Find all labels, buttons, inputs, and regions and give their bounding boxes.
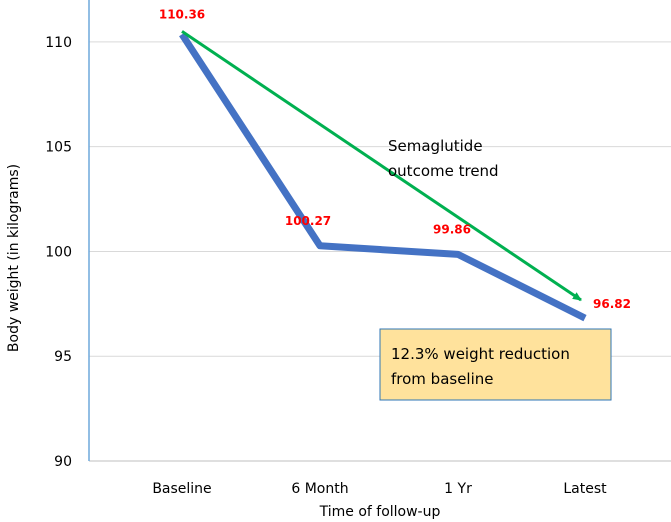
data-label: 96.82 [593,297,631,311]
annotation-box: 12.3% weight reduction from baseline [379,328,612,401]
data-label: 99.86 [433,222,471,236]
data-label: 100.27 [285,214,331,228]
trend-arrow [181,30,582,302]
data-label: 110.36 [159,7,205,21]
trend-layer: Semaglutide outcome trend [181,30,582,302]
series-layer [179,32,587,322]
x-tick-label: Baseline [152,481,211,497]
y-tick-labels: 90 95 100 105 110 [45,35,72,470]
y-tick-label: 90 [54,454,72,470]
x-tick-label: 1 Yr [444,481,472,497]
y-tick-label: 95 [54,349,72,365]
annotation-box-text: 12.3% weight reduction [391,345,570,363]
y-tick-label: 100 [45,244,72,260]
annotation-box-text: from baseline [391,370,494,388]
y-axis-title: Body weight (in kilograms) [6,164,22,352]
trend-label: outcome trend [388,162,499,180]
y-tick-label: 110 [45,35,72,51]
x-tick-label: Latest [563,481,607,497]
x-axis-title: Time of follow-up [319,504,441,520]
x-tick-label: 6 Month [291,481,348,497]
trend-label: Semaglutide [388,137,483,155]
data-labels: 110.36 100.27 99.86 96.82 [159,7,631,311]
series-line [179,32,587,322]
annotation-box-rect [379,328,612,401]
x-tick-labels: Baseline 6 Month 1 Yr Latest [152,481,607,497]
y-tick-label: 105 [45,140,72,156]
